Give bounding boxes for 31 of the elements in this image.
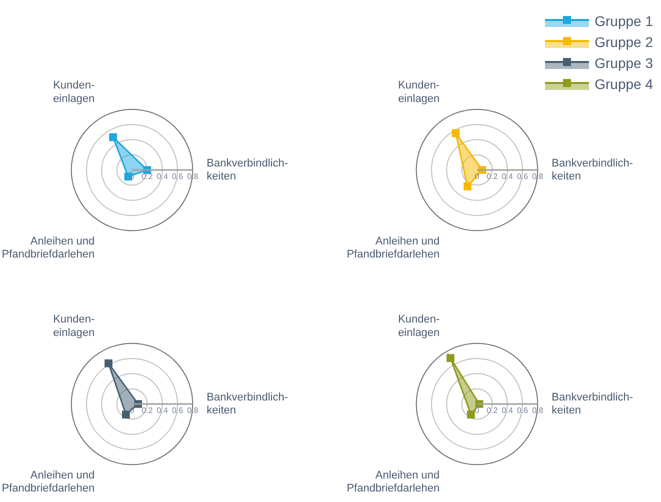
y-tick-label: 0.6 [516, 172, 529, 182]
legend-label: Gruppe 4 [594, 76, 653, 92]
y-tick-label: 0.2 [486, 172, 498, 182]
y-tick-label: 0.6 [172, 172, 184, 182]
y-tick-label: 0.4 [156, 172, 168, 182]
spoke-label: Kunden- einlagen [53, 80, 95, 105]
y-tick-label: 0.4 [156, 406, 168, 416]
spoke-label: Anleihen und Pfandbriefdarlehen [346, 235, 440, 261]
legend-label: Gruppe 2 [594, 34, 653, 50]
spoke-label: Bankverbindlich- keiten [552, 391, 634, 417]
spoke-label: Bankverbindlich- keiten [206, 391, 288, 417]
spoke-label: Kunden- einlagen [398, 80, 440, 105]
spoke-label: Kunden- einlagen [53, 314, 95, 339]
y-tick-label: 0 [474, 172, 480, 182]
y-tick-label: 0.2 [142, 172, 154, 182]
spoke-label: Anleihen und Pfandbriefdarlehen [2, 235, 95, 261]
spoke-label: Bankverbindlich- keiten [206, 157, 288, 183]
y-tick-label: 0.2 [486, 406, 498, 416]
spoke-label: Anleihen und Pfandbriefdarlehen [346, 469, 440, 495]
y-tick-label: 0.2 [142, 406, 154, 416]
y-tick-label: 0 [130, 172, 135, 182]
y-tick-label: 0.6 [516, 406, 529, 416]
spoke-label: Anleihen und Pfandbriefdarlehen [2, 469, 95, 495]
y-tick-label: 0.4 [502, 172, 514, 182]
y-tick-label: 0.4 [502, 406, 514, 416]
y-tick-label: 0.6 [172, 406, 184, 416]
spoke-label: Bankverbindlich- keiten [552, 157, 634, 183]
legend-label: Gruppe 3 [594, 54, 653, 70]
y-tick-label: 0 [474, 406, 480, 416]
spoke-label: Kunden- einlagen [398, 314, 440, 339]
legend-label: Gruppe 1 [594, 12, 653, 28]
